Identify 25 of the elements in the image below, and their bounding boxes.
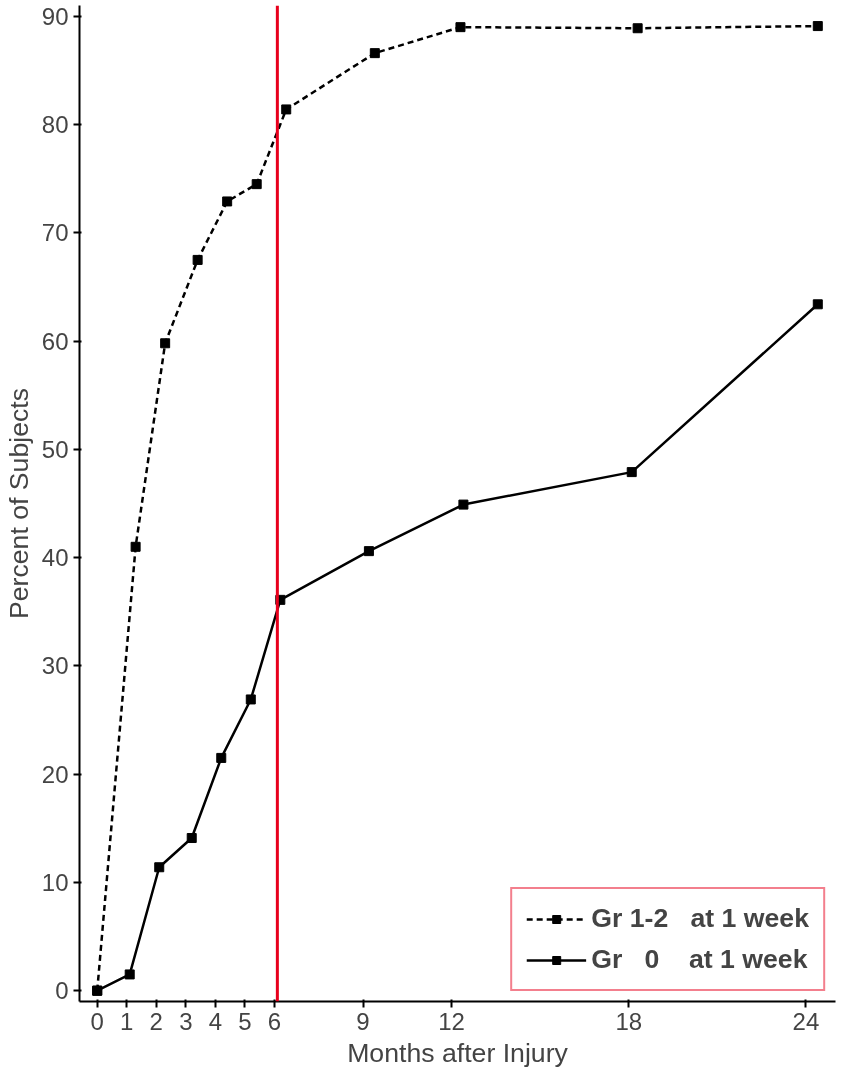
x-tick-label: 12 xyxy=(438,1007,465,1035)
y-axis-title: Percent of Subjects xyxy=(3,387,34,620)
x-tick-label: 1 xyxy=(120,1007,134,1035)
y-tick-label: 80 xyxy=(41,111,69,139)
x-tick-label: 24 xyxy=(792,1007,820,1035)
x-tick-label: 2 xyxy=(149,1007,163,1035)
y-tick-label: 70 xyxy=(41,219,69,247)
x-tick-label: 9 xyxy=(356,1007,370,1035)
y-tick-label: 90 xyxy=(41,2,69,30)
legend-label: Gr 0 at 1 week xyxy=(591,944,808,975)
x-tick-label: 6 xyxy=(267,1007,282,1035)
y-tick-label: 50 xyxy=(41,435,69,463)
y-tick-label: 60 xyxy=(41,327,69,355)
x-tick-label: 18 xyxy=(615,1007,643,1035)
x-tick-label: 3 xyxy=(179,1007,193,1035)
legend-label: Gr 1-2 at 1 week xyxy=(591,903,809,934)
x-tick-label: 5 xyxy=(238,1007,252,1035)
x-tick-label: 0 xyxy=(90,1007,104,1035)
y-tick-label: 0 xyxy=(55,977,69,1005)
y-tick-label: 20 xyxy=(41,760,69,788)
x-axis-title: Months after Injury xyxy=(347,1037,569,1068)
y-tick-label: 10 xyxy=(41,868,69,896)
y-tick-label: 30 xyxy=(41,652,69,680)
y-tick-label: 40 xyxy=(41,544,69,572)
x-tick-label: 4 xyxy=(208,1007,223,1035)
